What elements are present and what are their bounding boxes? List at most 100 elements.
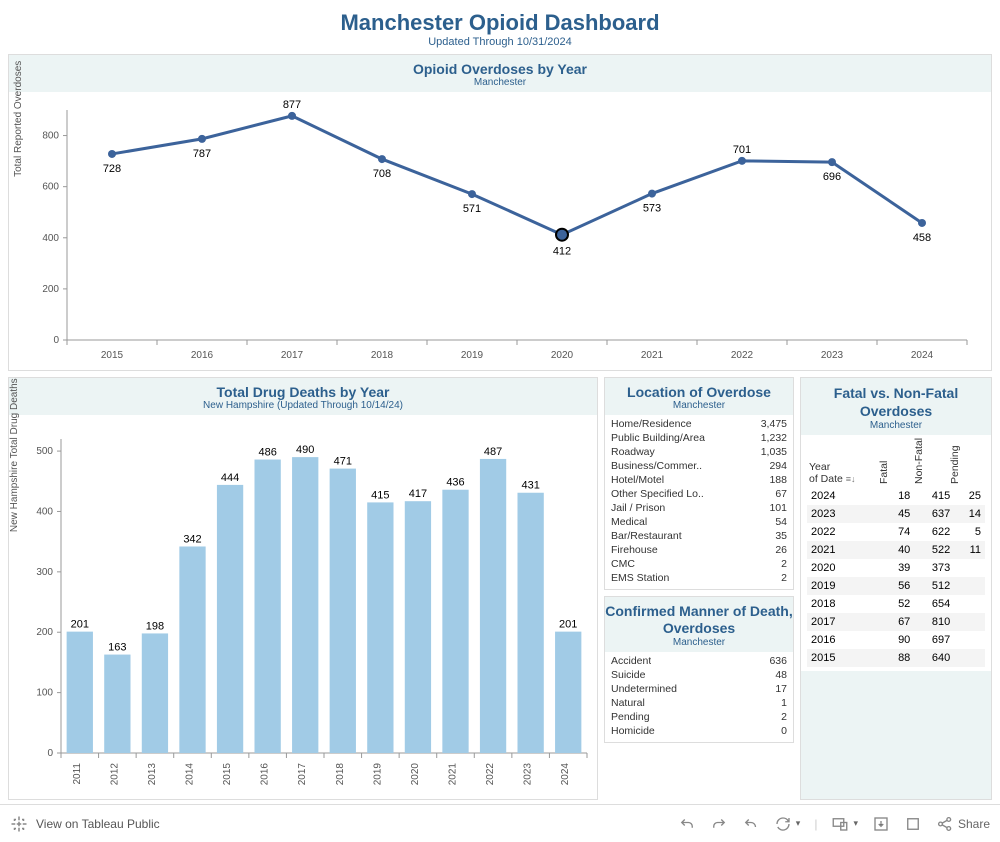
svg-text:2024: 2024 xyxy=(560,763,571,786)
svg-text:787: 787 xyxy=(193,148,211,160)
list-item[interactable]: Jail / Prison101 xyxy=(611,501,787,515)
download-button[interactable] xyxy=(872,815,890,833)
svg-text:458: 458 xyxy=(913,232,931,244)
table-row[interactable]: 201767810 xyxy=(807,613,985,631)
redo-button[interactable] xyxy=(710,815,728,833)
table-row[interactable]: 201588640 xyxy=(807,649,985,667)
replay-button[interactable] xyxy=(742,815,760,833)
svg-text:2024: 2024 xyxy=(911,350,934,361)
list-item[interactable]: Suicide48 xyxy=(611,668,787,682)
svg-text:342: 342 xyxy=(183,533,201,545)
table-header[interactable]: Yearof Date ≡↓ xyxy=(807,439,884,487)
device-icon xyxy=(831,815,849,833)
toolbar: View on Tableau Public ▾ | ▾ Share xyxy=(0,804,1000,842)
fatal-table[interactable]: Yearof Date ≡↓FatalNon-FatalPending20241… xyxy=(807,439,985,667)
svg-text:2019: 2019 xyxy=(372,763,383,786)
list-item[interactable]: Bar/Restaurant35 xyxy=(611,529,787,543)
bar-chart-title: Total Drug Deaths by Year xyxy=(9,384,597,400)
line-chart[interactable]: 0200400600800201520162017201820192020202… xyxy=(17,100,977,370)
list-item[interactable]: Natural1 xyxy=(611,696,787,710)
list-item[interactable]: Other Specified Lo..67 xyxy=(611,487,787,501)
svg-text:600: 600 xyxy=(42,182,59,193)
svg-text:201: 201 xyxy=(559,619,577,631)
list-item[interactable]: Undetermined17 xyxy=(611,682,787,696)
manner-panel: Confirmed Manner of Death, Overdoses Man… xyxy=(604,596,794,743)
svg-text:2020: 2020 xyxy=(410,763,421,786)
list-item[interactable]: CMC2 xyxy=(611,557,787,571)
bar-chart-panel: Total Drug Deaths by Year New Hampshire … xyxy=(8,377,598,800)
table-header[interactable]: Pending xyxy=(954,439,985,487)
svg-text:2022: 2022 xyxy=(731,350,754,361)
svg-text:431: 431 xyxy=(521,480,539,492)
svg-text:2011: 2011 xyxy=(72,763,83,785)
list-item[interactable]: Home/Residence3,475 xyxy=(611,417,787,431)
svg-text:2016: 2016 xyxy=(191,350,214,361)
svg-text:163: 163 xyxy=(108,642,126,654)
table-row[interactable]: 20241841525 xyxy=(807,487,985,505)
svg-text:415: 415 xyxy=(371,489,389,501)
list-item[interactable]: Homicide0 xyxy=(611,724,787,738)
svg-text:877: 877 xyxy=(283,100,301,111)
device-button[interactable]: ▾ xyxy=(831,815,858,833)
view-on-tableau-label: View on Tableau Public xyxy=(36,817,160,831)
svg-text:490: 490 xyxy=(296,444,314,456)
table-row[interactable]: 201852654 xyxy=(807,595,985,613)
manner-subtitle: Manchester xyxy=(605,637,793,648)
table-row[interactable]: 20214052211 xyxy=(807,541,985,559)
list-item[interactable]: Pending2 xyxy=(611,710,787,724)
table-row[interactable]: 202039373 xyxy=(807,559,985,577)
fullscreen-icon xyxy=(904,815,922,833)
list-item[interactable]: Accident636 xyxy=(611,654,787,668)
svg-text:701: 701 xyxy=(733,144,751,156)
svg-text:471: 471 xyxy=(334,456,352,468)
line-chart-subtitle: Manchester xyxy=(9,77,991,88)
list-item[interactable]: Business/Commer..294 xyxy=(611,459,787,473)
list-item[interactable]: Medical54 xyxy=(611,515,787,529)
svg-text:201: 201 xyxy=(71,619,89,631)
svg-text:2019: 2019 xyxy=(461,350,484,361)
refresh-button[interactable]: ▾ xyxy=(774,815,801,833)
line-chart-title: Opioid Overdoses by Year xyxy=(9,61,991,77)
bar-chart-header: Total Drug Deaths by Year New Hampshire … xyxy=(9,378,597,415)
list-item[interactable]: EMS Station2 xyxy=(611,571,787,585)
table-header[interactable]: Fatal xyxy=(884,439,915,487)
svg-text:2014: 2014 xyxy=(185,763,196,786)
refresh-icon xyxy=(774,815,792,833)
svg-text:800: 800 xyxy=(42,131,59,142)
list-item[interactable]: Hotel/Motel188 xyxy=(611,473,787,487)
svg-text:728: 728 xyxy=(103,163,121,175)
share-button[interactable]: Share xyxy=(936,815,990,833)
svg-text:444: 444 xyxy=(221,472,239,484)
undo-button[interactable] xyxy=(678,815,696,833)
manner-list[interactable]: Accident636Suicide48Undetermined17Natura… xyxy=(605,652,793,742)
svg-text:2015: 2015 xyxy=(222,763,233,786)
table-row[interactable]: 20234563714 xyxy=(807,505,985,523)
fullscreen-button[interactable] xyxy=(904,815,922,833)
list-item[interactable]: Public Building/Area1,232 xyxy=(611,431,787,445)
svg-text:100: 100 xyxy=(36,688,53,699)
list-item[interactable]: Roadway1,035 xyxy=(611,445,787,459)
redo-icon xyxy=(710,815,728,833)
location-list[interactable]: Home/Residence3,475Public Building/Area1… xyxy=(605,415,793,589)
table-row[interactable]: 2022746225 xyxy=(807,523,985,541)
svg-text:2020: 2020 xyxy=(551,350,574,361)
fatal-header: Fatal vs. Non-Fatal Overdoses Manchester xyxy=(801,378,991,435)
table-row[interactable]: 201956512 xyxy=(807,577,985,595)
list-item[interactable]: Firehouse26 xyxy=(611,543,787,557)
svg-text:200: 200 xyxy=(42,284,59,295)
view-on-tableau-button[interactable]: View on Tableau Public xyxy=(10,815,160,833)
svg-text:0: 0 xyxy=(47,748,53,759)
table-row[interactable]: 201690697 xyxy=(807,631,985,649)
svg-text:400: 400 xyxy=(36,506,53,517)
bar-chart[interactable]: 0100200300400500201120122013201420152016… xyxy=(13,419,593,799)
fatal-panel: Fatal vs. Non-Fatal Overdoses Manchester… xyxy=(800,377,992,800)
svg-text:2018: 2018 xyxy=(371,350,394,361)
svg-text:2015: 2015 xyxy=(101,350,124,361)
svg-text:573: 573 xyxy=(643,203,661,215)
svg-text:417: 417 xyxy=(409,488,427,500)
svg-text:696: 696 xyxy=(823,171,841,183)
svg-text:500: 500 xyxy=(36,446,53,457)
svg-text:2022: 2022 xyxy=(485,763,496,786)
line-chart-header: Opioid Overdoses by Year Manchester xyxy=(9,55,991,92)
svg-text:487: 487 xyxy=(484,446,502,458)
